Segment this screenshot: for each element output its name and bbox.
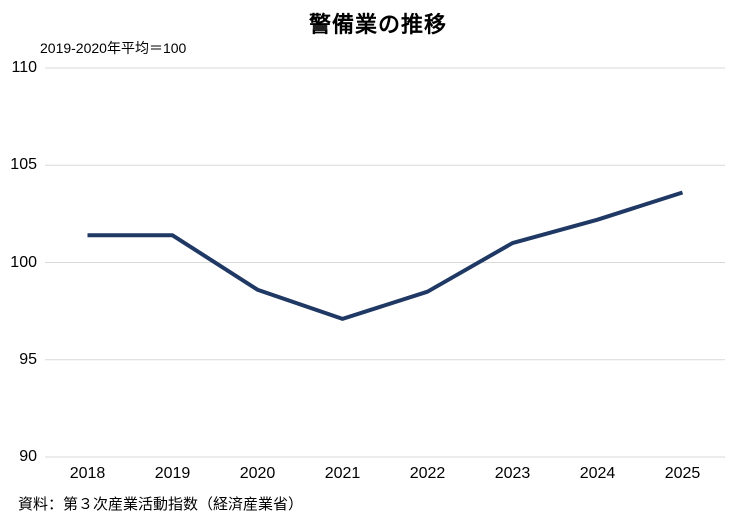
data-line (87, 190, 684, 321)
x-tick-label: 2021 (324, 465, 361, 482)
x-tick-label: 2018 (69, 465, 106, 482)
y-tick-label: 105 (10, 156, 37, 174)
y-tick-label: 100 (10, 253, 37, 271)
y-tick-label: 110 (11, 59, 37, 76)
axis-unit-note: 2019-2020年平均＝100 (40, 40, 187, 56)
y-tick-label: 95 (19, 350, 37, 368)
x-tick-label: 2022 (409, 465, 446, 482)
x-tick-label: 2019 (154, 465, 191, 482)
chart-title: 警備業の推移 (308, 12, 447, 37)
y-axis-labels: 90 95 100 105 110 (0, 0, 37, 529)
y-tick-label: 90 (19, 448, 37, 465)
x-tick-label: 2024 (579, 465, 616, 482)
source-note: 資料：第３次産業活動指数（経済産業省） (18, 496, 304, 513)
x-tick-label: 2020 (239, 465, 276, 482)
x-tick-label: 2025 (664, 465, 701, 482)
x-tick-label: 2023 (494, 465, 531, 482)
